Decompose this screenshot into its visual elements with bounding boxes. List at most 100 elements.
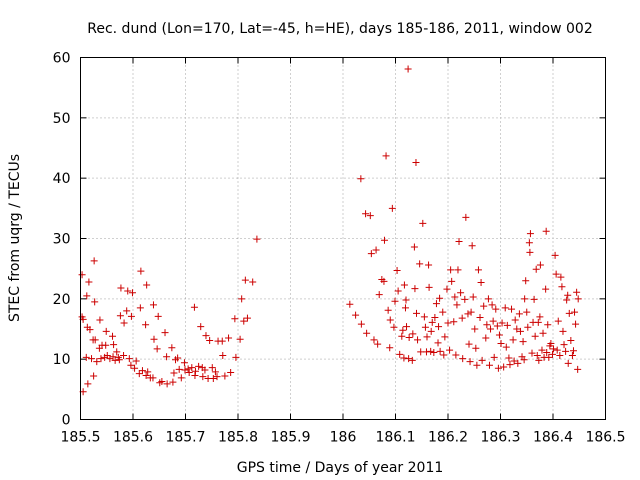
data-point (199, 373, 207, 381)
data-point (91, 336, 99, 344)
data-point (535, 356, 543, 364)
data-point (384, 306, 392, 314)
data-point (485, 361, 493, 369)
data-point (532, 265, 540, 273)
data-point (185, 368, 193, 376)
data-point (386, 316, 394, 324)
data-point (161, 329, 169, 337)
data-point (455, 238, 463, 246)
data-point (526, 230, 534, 238)
data-point (401, 304, 409, 312)
data-point (127, 361, 135, 369)
data-point (548, 350, 556, 358)
data-point (184, 365, 192, 373)
y-tick-label: 60 (53, 51, 71, 67)
data-point (451, 293, 459, 301)
data-point (142, 371, 150, 379)
data-point (163, 380, 171, 388)
data-point (169, 378, 177, 386)
y-tick-label: 10 (53, 352, 71, 368)
data-point (545, 353, 553, 361)
data-point (473, 361, 481, 369)
data-point (136, 304, 144, 312)
data-point (574, 365, 582, 373)
data-point (408, 356, 416, 364)
axis-ticks (80, 57, 606, 420)
data-point (405, 355, 413, 363)
data-point (209, 374, 217, 382)
data-point (454, 266, 462, 274)
y-tick-label: 40 (53, 171, 71, 187)
data-point (559, 327, 567, 335)
data-point (127, 312, 135, 320)
data-point (400, 354, 408, 362)
data-point (468, 242, 476, 250)
data-point (554, 317, 562, 325)
data-point (572, 320, 580, 328)
data-point (558, 283, 566, 291)
data-point (149, 374, 157, 382)
data-point (542, 227, 550, 235)
data-point (476, 314, 484, 322)
data-point (416, 260, 424, 268)
data-point (135, 370, 143, 378)
data-point (474, 266, 482, 274)
data-point (357, 175, 365, 183)
data-point (425, 261, 433, 269)
data-point (538, 346, 546, 354)
data-point (88, 355, 96, 363)
data-point (83, 292, 91, 300)
data-point (170, 369, 178, 377)
data-point (181, 366, 189, 374)
data-point (414, 336, 422, 344)
data-point (412, 158, 420, 166)
data-point (464, 310, 472, 318)
data-point (551, 251, 559, 259)
data-point (526, 248, 534, 256)
data-point (241, 276, 249, 284)
data-point (90, 372, 98, 380)
data-point (536, 313, 544, 321)
data-point (393, 266, 401, 274)
data-point (457, 289, 465, 297)
data-point (453, 301, 461, 309)
data-point (478, 356, 486, 364)
x-tick-label: 186.2 (428, 430, 468, 446)
data-point (571, 308, 579, 316)
data-point (150, 335, 158, 343)
data-point (490, 353, 498, 361)
data-point (391, 297, 399, 305)
data-point (218, 337, 226, 345)
data-point (467, 308, 475, 316)
data-point (120, 319, 128, 327)
data-point (154, 312, 162, 320)
data-point (132, 357, 140, 365)
data-point (249, 278, 257, 286)
data-point (523, 308, 531, 316)
data-point (240, 317, 248, 325)
data-point (472, 344, 480, 352)
data-point (91, 298, 99, 306)
data-point (510, 357, 518, 365)
x-tick-label: 185.6 (113, 430, 153, 446)
data-point (213, 373, 221, 381)
data-point (374, 340, 382, 348)
data-point (544, 321, 552, 329)
data-point (550, 345, 558, 353)
data-point (410, 243, 418, 251)
data-point (142, 321, 150, 329)
data-point (411, 285, 419, 293)
data-point (500, 363, 508, 371)
data-point (398, 332, 406, 340)
x-axis-label: GPS time / Days of year 2011 (237, 460, 444, 476)
data-point (427, 347, 435, 355)
data-point (221, 372, 229, 380)
data-point (363, 329, 371, 337)
data-point (177, 374, 185, 382)
y-tick-labels: 0 10 20 30 40 50 60 (53, 51, 71, 429)
data-point (202, 332, 210, 340)
data-point (531, 332, 539, 340)
data-point (106, 355, 114, 363)
data-point (366, 212, 374, 220)
data-point (211, 368, 219, 376)
